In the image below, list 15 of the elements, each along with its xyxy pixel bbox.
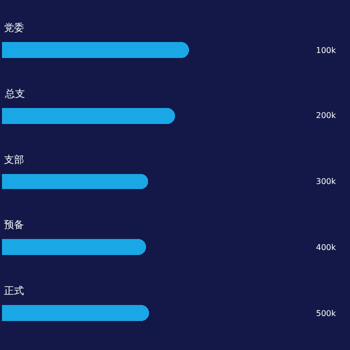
y-tick-label: 党委 bbox=[4, 22, 24, 34]
bar bbox=[2, 108, 175, 124]
y-tick-label: 支部 bbox=[4, 154, 24, 166]
y-tick-label: 正式 bbox=[4, 285, 24, 297]
y-tick-label: 总支 bbox=[4, 88, 25, 100]
text: 100k bbox=[316, 46, 336, 55]
y-tick-label: 预备 bbox=[4, 219, 24, 231]
text: 400k bbox=[316, 243, 336, 252]
text: 200k bbox=[316, 111, 336, 120]
bar bbox=[2, 174, 148, 189]
bar bbox=[2, 305, 149, 321]
bar bbox=[2, 239, 146, 255]
text: 500k bbox=[316, 309, 336, 318]
text: 300k bbox=[316, 177, 336, 186]
bar bbox=[2, 42, 189, 58]
